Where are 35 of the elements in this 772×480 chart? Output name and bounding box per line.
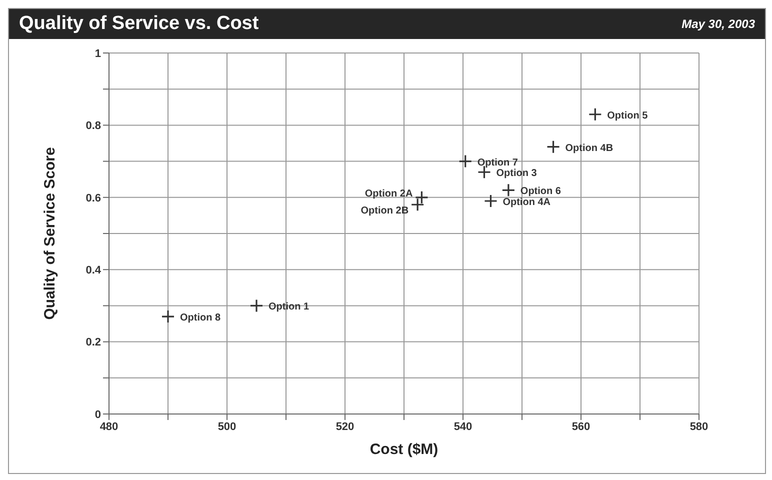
y-tick-label: 0.8 bbox=[86, 120, 101, 132]
series-label: Option 2B bbox=[360, 206, 409, 217]
point bbox=[250, 298, 264, 312]
y-tick-label: 0 bbox=[94, 408, 101, 421]
series-label: Option 7 bbox=[477, 157, 518, 168]
x-tick-label: 560 bbox=[572, 420, 590, 433]
x-tick-label: 480 bbox=[100, 420, 118, 433]
x-tick-label: 540 bbox=[454, 420, 472, 433]
x-tick-label: 580 bbox=[690, 420, 708, 433]
series-label: Option 4A bbox=[502, 197, 551, 208]
point bbox=[458, 154, 472, 168]
point bbox=[414, 190, 428, 204]
point bbox=[410, 198, 424, 212]
series-label: Option 4B bbox=[565, 142, 614, 154]
x-tick-label: 520 bbox=[336, 420, 354, 433]
point bbox=[161, 310, 175, 324]
point bbox=[588, 108, 602, 122]
x-axis-title: Cost ($M) bbox=[370, 441, 438, 458]
chart-subtitle: May 30, 2003 bbox=[682, 17, 755, 31]
series-label: Option 1 bbox=[268, 302, 310, 313]
y-tick-label: 1 bbox=[94, 48, 101, 60]
series-label: Option 6 bbox=[520, 186, 562, 198]
y-tick-label: 0.6 bbox=[86, 192, 101, 204]
y-tick-label: 0.4 bbox=[86, 264, 102, 277]
x-tick-label: 500 bbox=[218, 420, 236, 433]
series-label: Option 5 bbox=[607, 110, 648, 122]
point bbox=[546, 140, 560, 154]
point bbox=[502, 183, 516, 197]
series-label: Option 3 bbox=[496, 168, 538, 180]
chart-title: Quality of Service vs. Cost bbox=[19, 13, 259, 35]
point bbox=[484, 194, 498, 208]
y-tick-label: 0.2 bbox=[86, 336, 101, 349]
series-label: Option 8 bbox=[180, 312, 221, 324]
series-label: Option 2A bbox=[364, 188, 413, 200]
y-axis-title: Quality of Service Score bbox=[41, 147, 58, 320]
